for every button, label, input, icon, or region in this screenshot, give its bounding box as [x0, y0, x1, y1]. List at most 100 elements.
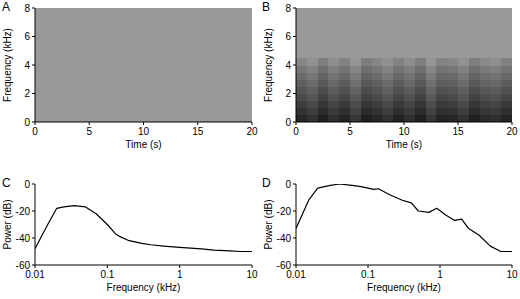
- heatmap-cell: [436, 51, 447, 59]
- y-axis-label: Frequency (kHz): [2, 28, 13, 102]
- heatmap-cell: [415, 58, 426, 66]
- heatmap-cell: [480, 15, 491, 23]
- y-tick-label: 0: [24, 117, 30, 128]
- x-tick-label: 10: [246, 269, 258, 280]
- heatmap-cell: [307, 72, 318, 80]
- heatmap-cell: [480, 37, 491, 45]
- heatmap-cell: [436, 44, 447, 52]
- heatmap-cell: [404, 108, 415, 116]
- heatmap-cell: [393, 51, 404, 59]
- heatmap-cell: [339, 58, 350, 66]
- heatmap-cell: [480, 101, 491, 109]
- heatmap-cell: [447, 101, 458, 109]
- heatmap-cell: [382, 86, 393, 94]
- heatmap-cell: [426, 44, 437, 52]
- heatmap-cell: [404, 51, 415, 59]
- heatmap-cell: [415, 29, 426, 37]
- heatmap-cell: [296, 15, 307, 23]
- heatmap-cell: [307, 101, 318, 109]
- heatmap-cell: [469, 86, 480, 94]
- heatmap-cell: [436, 86, 447, 94]
- heatmap-cell: [501, 72, 512, 80]
- heatmap-cell: [404, 101, 415, 109]
- x-tick: [440, 265, 441, 268]
- heatmap-cell: [318, 44, 329, 52]
- heatmap-cell: [350, 44, 361, 52]
- heatmap-cell: [404, 72, 415, 80]
- heatmap-cell: [393, 79, 404, 87]
- heatmap-cell: [426, 108, 437, 116]
- heatmap-cell: [296, 108, 307, 116]
- heatmap-cell: [458, 51, 469, 59]
- heatmap-cell: [307, 108, 318, 116]
- heatmap-cell: [447, 22, 458, 30]
- heatmap-cell: [501, 115, 512, 122]
- heatmap-cell: [382, 8, 393, 16]
- heatmap-cell: [339, 65, 350, 73]
- heatmap-cell: [501, 86, 512, 94]
- heatmap-cell: [382, 51, 393, 59]
- line: [35, 206, 252, 252]
- heatmap-cell: [393, 101, 404, 109]
- heatmap-cell: [372, 29, 383, 37]
- heatmap-cell: [458, 94, 469, 102]
- heatmap-cell: [35, 8, 252, 122]
- y-tick-label: -60: [277, 260, 292, 271]
- heatmap-cell: [328, 58, 339, 66]
- heatmap-cell: [490, 58, 501, 66]
- heatmap-cell: [339, 94, 350, 102]
- x-axis-label: Frequency (kHz): [107, 282, 181, 293]
- heatmap-cell: [296, 65, 307, 73]
- heatmap-cell: [436, 22, 447, 30]
- heatmap-cell: [501, 79, 512, 87]
- heatmap-cell: [393, 108, 404, 116]
- heatmap-cell: [469, 101, 480, 109]
- heatmap-cell: [426, 51, 437, 59]
- heatmap-cell: [339, 86, 350, 94]
- heatmap-cell: [426, 65, 437, 73]
- heatmap-cell: [458, 72, 469, 80]
- x-tick: [458, 122, 459, 125]
- heatmap-cell: [480, 94, 491, 102]
- heatmap-cell: [436, 15, 447, 23]
- x-tick: [107, 265, 108, 268]
- y-tick: [293, 8, 296, 9]
- x-tick-label: 1: [437, 269, 443, 280]
- heatmap-cell: [361, 29, 372, 37]
- heatmap-cell: [296, 58, 307, 66]
- heatmap-cell: [490, 108, 501, 116]
- y-tick: [293, 93, 296, 94]
- y-tick-label: 0: [285, 117, 291, 128]
- heatmap-cell: [372, 65, 383, 73]
- heatmap-cell: [501, 44, 512, 52]
- heatmap-cell: [393, 72, 404, 80]
- heatmap-cell: [328, 37, 339, 45]
- heatmap-cell: [296, 101, 307, 109]
- heatmap-cell: [393, 58, 404, 66]
- x-tick-label: 5: [347, 126, 353, 137]
- heatmap-cell: [426, 72, 437, 80]
- heatmap-cell: [350, 101, 361, 109]
- heatmap-cell: [361, 108, 372, 116]
- heatmap-cell: [307, 51, 318, 59]
- x-tick-label: 0: [293, 126, 299, 137]
- heatmap-cell: [469, 44, 480, 52]
- heatmap-cell: [296, 94, 307, 102]
- heatmap-cell: [458, 8, 469, 16]
- y-tick: [293, 65, 296, 66]
- heatmap-cell: [426, 101, 437, 109]
- y-tick-label: 0: [24, 179, 30, 190]
- heatmap-cell: [501, 101, 512, 109]
- heatmap-cell: [415, 44, 426, 52]
- heatmap-cell: [404, 86, 415, 94]
- heatmap-cell: [318, 108, 329, 116]
- heatmap-cell: [361, 94, 372, 102]
- heatmap-cell: [469, 115, 480, 122]
- y-axis: [296, 184, 297, 265]
- heatmap-cell: [318, 8, 329, 16]
- heatmap-cell: [361, 58, 372, 66]
- heatmap-cell: [501, 65, 512, 73]
- heatmap-cell: [328, 8, 339, 16]
- x-tick: [512, 122, 513, 125]
- heatmap-cell: [350, 8, 361, 16]
